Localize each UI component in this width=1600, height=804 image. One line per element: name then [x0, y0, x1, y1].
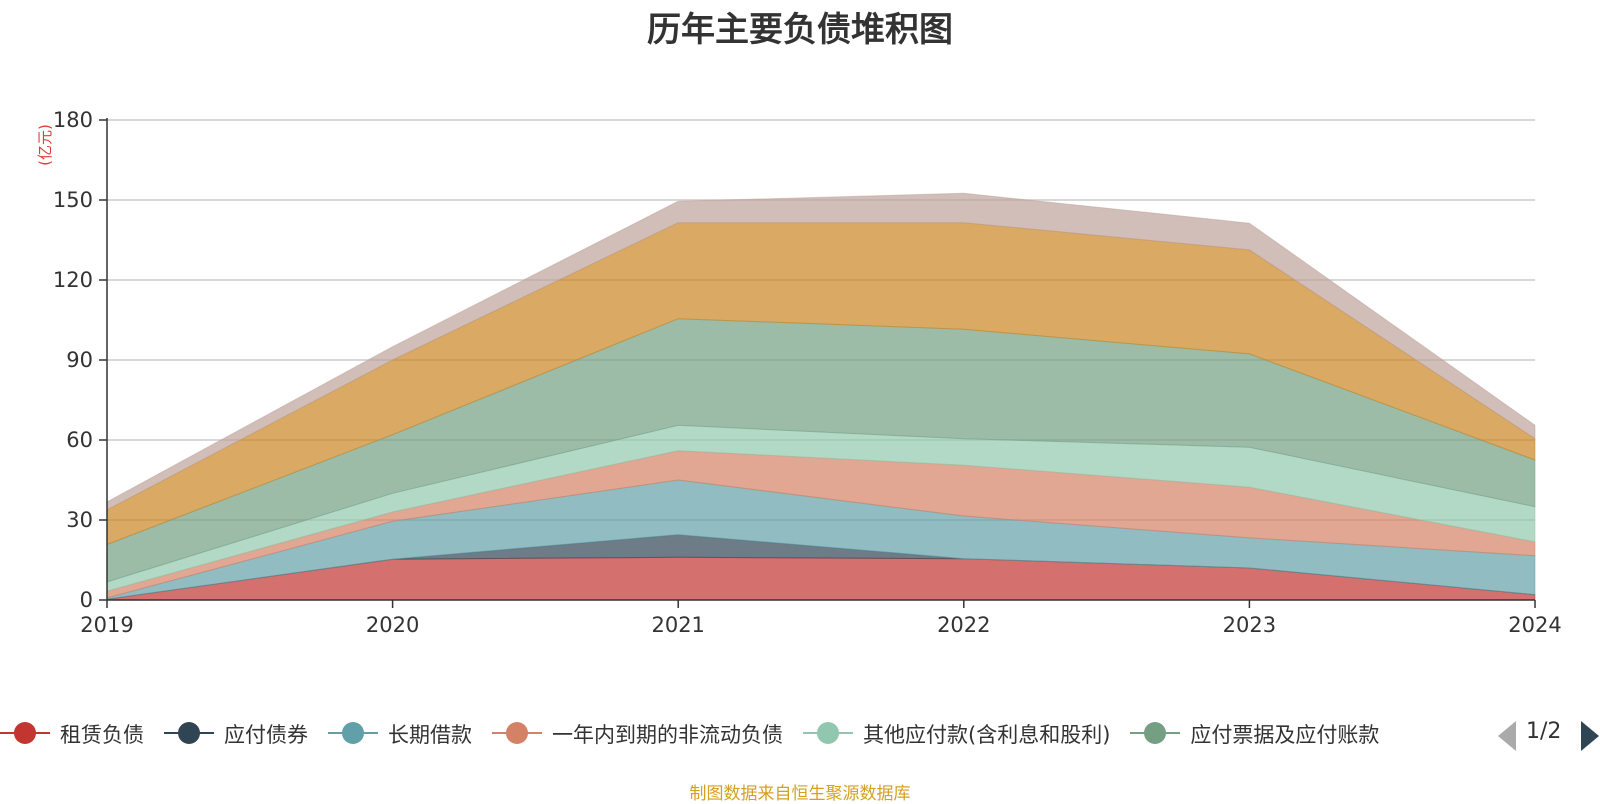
legend-label: 应付票据及应付账款 [1190, 723, 1380, 747]
x-tick-label: 2022 [937, 613, 990, 637]
chart-title: 历年主要负债堆积图 [647, 10, 953, 50]
area-series-8 [106, 192, 1536, 511]
legend-dot-icon [1144, 722, 1167, 744]
y-tick-label: 60 [66, 428, 93, 452]
x-tick-label: 2020 [366, 613, 419, 637]
legend: 租赁负债 应付债券 长期借款 一年内到期的非流动负债 其他应付款(含利息和股利) 应付票据… [0, 713, 1490, 753]
x-tick-label: 2019 [80, 613, 133, 637]
stacked-area-chart: 0 30 60 90 120 150 180 2019 2020 2021 2022 2023 2024… [36, 108, 1562, 637]
legend-page-indicator: 1/2 [1526, 719, 1562, 744]
legend-next-page-icon[interactable] [1581, 721, 1599, 751]
axes: 0 30 60 90 120 150 180 2019 2020 2021 2022 2023 2024 [53, 108, 1562, 637]
y-tick-label: 0 [80, 588, 93, 612]
y-tick-label: 90 [66, 348, 93, 372]
y-tick-label: 30 [66, 508, 93, 532]
legend-item[interactable]: 应付债券 [164, 713, 328, 753]
legend-item[interactable]: 长期借款 [328, 713, 492, 753]
area-layers [106, 192, 1536, 601]
y-axis-unit-label: (亿元) [36, 124, 54, 166]
x-tick-label: 2024 [1508, 613, 1561, 637]
legend-prev-page-icon[interactable] [1498, 721, 1516, 751]
legend-item[interactable]: 应付票据及应付账款 [1130, 713, 1399, 753]
legend-dot-icon [14, 722, 36, 744]
legend-label: 应付债券 [224, 723, 308, 747]
legend-item[interactable]: 其他应付款(含利息和股利) [803, 713, 1130, 753]
legend-dot-icon [342, 722, 364, 744]
legend-label: 一年内到期的非流动负债 [552, 723, 783, 747]
legend-dot-icon [817, 722, 839, 744]
legend-item[interactable]: 租赁负债 [0, 713, 164, 753]
legend-pager: 1/2 [1498, 715, 1600, 751]
y-tick-label: 180 [53, 108, 93, 132]
data-source-note: 制图数据来自恒生聚源数据库 [689, 784, 911, 804]
legend-label: 其他应付款(含利息和股利) [863, 723, 1111, 747]
y-tick-label: 150 [53, 188, 93, 212]
legend-dot-icon [506, 722, 528, 744]
y-tick-label: 120 [53, 268, 93, 292]
legend-item[interactable]: 一年内到期的非流动负债 [492, 713, 803, 753]
legend-label: 长期借款 [388, 723, 472, 747]
legend-dot-icon [178, 722, 200, 744]
legend-label: 租赁负债 [60, 723, 144, 747]
x-tick-label: 2021 [651, 613, 704, 637]
x-tick-label: 2023 [1223, 613, 1276, 637]
